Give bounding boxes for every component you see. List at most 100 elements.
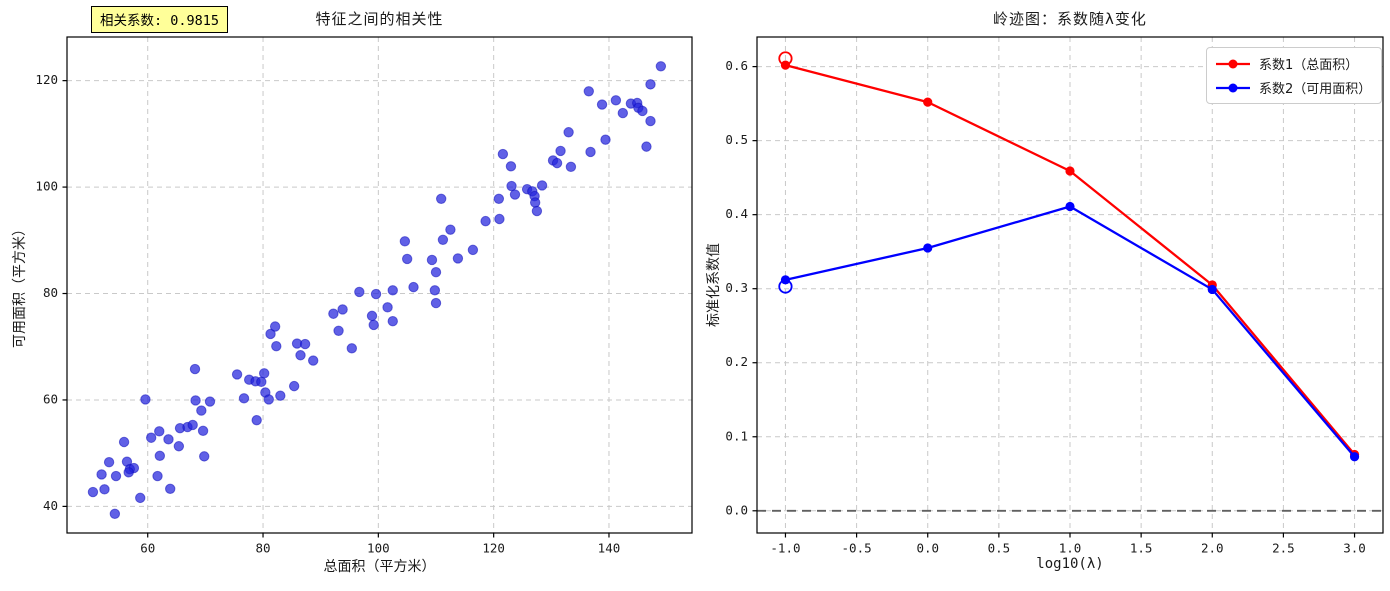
scatter-point bbox=[429, 285, 441, 296]
scatter-point bbox=[585, 146, 596, 158]
scatter-point bbox=[366, 310, 378, 322]
scatter-point bbox=[493, 193, 505, 204]
scatter-point bbox=[333, 325, 344, 336]
x-tick-label: 3.0 bbox=[1343, 541, 1366, 556]
scatter-point bbox=[645, 79, 656, 90]
right-xaxis-label: log10(λ) bbox=[1036, 556, 1104, 572]
scatter-point bbox=[637, 105, 648, 117]
scatter-point bbox=[109, 508, 121, 520]
scatter-point bbox=[437, 234, 449, 245]
scatter-point bbox=[135, 492, 146, 504]
x-tick-label: 80 bbox=[256, 541, 271, 556]
scatter-point bbox=[269, 321, 281, 332]
y-tick-label: 0.6 bbox=[725, 58, 748, 73]
legend: 系数1（总面积） 系数2（可用面积） bbox=[1206, 47, 1382, 104]
scatter-point bbox=[480, 215, 491, 227]
series-marker-2 bbox=[1207, 284, 1217, 295]
scatter-point bbox=[140, 394, 151, 405]
scatter-point bbox=[154, 450, 166, 462]
scatter-point bbox=[154, 426, 165, 437]
scatter-point bbox=[583, 86, 594, 97]
scatter-point bbox=[382, 302, 393, 313]
x-tick-label: 0.0 bbox=[916, 541, 939, 556]
legend-label-series1: 系数1（总面积） bbox=[1259, 58, 1359, 73]
scatter-point bbox=[238, 393, 250, 404]
x-tick-label: 100 bbox=[367, 541, 390, 556]
series1-line-icon bbox=[1216, 59, 1250, 68]
y-tick-label: 120 bbox=[35, 72, 58, 87]
y-tick-label: 0.3 bbox=[725, 280, 748, 295]
legend-item-series2: 系数2（可用面积） bbox=[1215, 78, 1373, 97]
x-tick-label: 60 bbox=[140, 541, 155, 556]
scatter-point bbox=[258, 368, 270, 379]
left-yaxis-label: 可用面积（平方米） bbox=[12, 222, 28, 348]
right-chart-title: 岭迹图：系数随λ变化 bbox=[993, 10, 1147, 28]
scatter-point bbox=[641, 141, 652, 152]
x-tick-label: -0.5 bbox=[842, 541, 872, 556]
scatter-point bbox=[430, 297, 442, 309]
scatter-point bbox=[529, 197, 541, 208]
scatter-point bbox=[295, 350, 306, 361]
scatter-point bbox=[387, 285, 398, 296]
scatter-point bbox=[435, 193, 447, 204]
scatter-point bbox=[251, 414, 262, 426]
scatter-point bbox=[426, 254, 438, 266]
y-tick-label: 0.1 bbox=[725, 428, 748, 443]
plot-border bbox=[66, 36, 693, 534]
x-tick-label: 140 bbox=[598, 541, 621, 556]
scatter-point bbox=[346, 343, 358, 354]
y-tick-label: 60 bbox=[43, 391, 58, 406]
scatter-point bbox=[555, 145, 566, 157]
scatter-point bbox=[505, 161, 517, 172]
scatter-point bbox=[145, 432, 157, 443]
scatter-point bbox=[600, 134, 611, 145]
series-marker-2 bbox=[1349, 452, 1360, 462]
scatter-point bbox=[231, 369, 243, 380]
scatter-point bbox=[531, 205, 543, 217]
y-tick-label: 100 bbox=[35, 179, 58, 194]
scatter-point bbox=[399, 236, 411, 247]
scatter-point bbox=[445, 224, 456, 235]
left-chart-title: 特征之间的相关性 bbox=[315, 10, 444, 28]
scatter-point bbox=[551, 157, 563, 169]
scatter-point bbox=[408, 281, 419, 293]
y-tick-label: 0.2 bbox=[725, 354, 748, 369]
series2-line-icon bbox=[1216, 83, 1250, 92]
scatter-point bbox=[307, 355, 319, 366]
scatter-point bbox=[199, 451, 210, 462]
ols-open-marker bbox=[778, 279, 793, 294]
x-tick-label: 120 bbox=[482, 541, 505, 556]
scatter-point bbox=[96, 469, 107, 480]
ols-open-marker bbox=[778, 51, 793, 66]
scatter-point bbox=[565, 161, 577, 173]
scatter-point bbox=[430, 267, 442, 278]
series-marker-2 bbox=[1065, 201, 1075, 212]
scatter-point bbox=[509, 189, 521, 200]
y-tick-label: 80 bbox=[43, 285, 58, 300]
scatter-point bbox=[99, 484, 110, 495]
scatter-point bbox=[337, 304, 348, 315]
scatter-point bbox=[387, 315, 398, 327]
right-yaxis-label: 标准化系数值 bbox=[706, 243, 722, 327]
series-marker-2 bbox=[923, 243, 933, 253]
scatter-point bbox=[103, 457, 115, 468]
scatter-point bbox=[368, 319, 379, 331]
scatter-point bbox=[299, 338, 311, 350]
scatter-point bbox=[610, 95, 622, 106]
legend-item-series1: 系数1（总面积） bbox=[1215, 54, 1373, 73]
scatter-point bbox=[497, 148, 509, 160]
scatter-point bbox=[263, 394, 274, 405]
scatter-point bbox=[467, 244, 479, 256]
scatter-point bbox=[152, 470, 163, 482]
scatter-point bbox=[190, 395, 201, 406]
legend-label-series2: 系数2（可用面积） bbox=[1259, 82, 1372, 97]
scatter-point bbox=[401, 253, 413, 265]
x-tick-label: 1.0 bbox=[1059, 541, 1082, 556]
scatter-point bbox=[275, 390, 286, 401]
scatter-point bbox=[163, 434, 174, 445]
scatter-point bbox=[187, 419, 198, 431]
left-xaxis-label: 总面积（平方米） bbox=[323, 559, 436, 575]
scatter-point bbox=[173, 441, 185, 452]
scatter-point bbox=[494, 213, 505, 225]
